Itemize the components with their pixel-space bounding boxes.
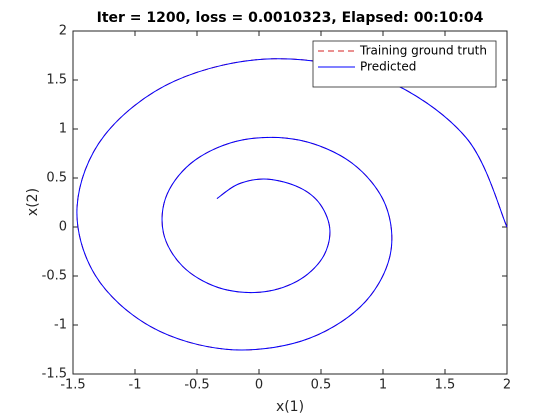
y-tick-label: -1.5 bbox=[42, 367, 67, 382]
x-tick-label: 0.5 bbox=[311, 378, 332, 393]
x-tick-label: -1 bbox=[129, 378, 142, 393]
y-tick-label: -1 bbox=[54, 318, 67, 333]
y-axis-label: x(2) bbox=[25, 188, 41, 216]
x-tick-label: 0 bbox=[255, 378, 263, 393]
x-axis-label: x(1) bbox=[276, 399, 304, 415]
y-tick-label: 1 bbox=[59, 122, 67, 137]
legend-box bbox=[312, 40, 497, 88]
x-tick-label: -0.5 bbox=[184, 378, 209, 393]
y-tick-label: -0.5 bbox=[42, 269, 67, 284]
x-tick-label: 2 bbox=[503, 378, 511, 393]
y-tick-label: 0 bbox=[59, 220, 67, 235]
axes-box bbox=[72, 30, 508, 375]
x-tick-label: 1.5 bbox=[435, 378, 456, 393]
y-tick-label: 2 bbox=[59, 24, 67, 39]
legend-label: Training ground truth bbox=[359, 44, 487, 58]
chart-title: Iter = 1200, loss = 0.0010323, Elapsed: … bbox=[97, 10, 484, 26]
y-tick-label: 0.5 bbox=[46, 171, 67, 186]
y-tick-label: 1.5 bbox=[46, 73, 67, 88]
x-tick-label: -1.5 bbox=[60, 378, 85, 393]
x-tick-label: 1 bbox=[379, 378, 387, 393]
legend-label: Predicted bbox=[360, 60, 416, 74]
series-line bbox=[76, 58, 508, 351]
